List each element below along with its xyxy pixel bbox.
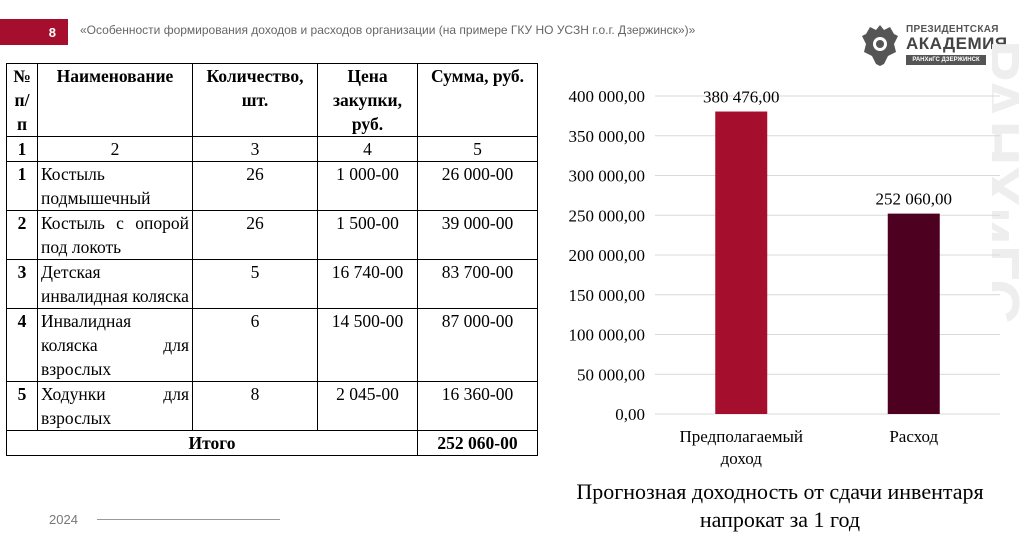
row-number: 3 (6, 259, 38, 309)
column-number-row: 1 2 3 4 5 (6, 136, 538, 162)
footer-divider (97, 519, 280, 520)
logo-line3: РАНХиГС ДЗЕРЖИНСК (906, 55, 986, 65)
table-row: 2 Костыль с опорой под локоть 26 1 500-0… (6, 210, 538, 260)
footer-year: 2024 (49, 512, 78, 527)
item-quantity: 26 (192, 210, 318, 260)
total-value: 252 060-00 (417, 430, 538, 456)
item-name: Инвалидная коляска для взрослых (37, 308, 193, 382)
decorative-watermark: РАНХиГС (992, 40, 1024, 325)
y-tick-label: 150 000,00 (569, 286, 646, 305)
column-number: 3 (192, 136, 318, 162)
logo-line1: ПРЕЗИДЕНТСКАЯ (906, 24, 999, 35)
row-number: 2 (6, 210, 38, 260)
item-sum: 39 000-00 (417, 210, 538, 260)
item-sum: 26 000-00 (417, 161, 538, 211)
item-sum: 87 000-00 (417, 308, 538, 382)
row-number: 5 (6, 381, 38, 431)
column-number: 5 (417, 136, 538, 162)
y-tick-label: 100 000,00 (569, 326, 646, 345)
y-tick-label: 300 000,00 (569, 167, 646, 186)
column-number: 4 (317, 136, 418, 162)
item-price: 16 740-00 (317, 259, 418, 309)
logo-line2: АКАДЕМИЯ (906, 34, 1008, 53)
table-row: 5 Ходунки для взрослых 8 2 045-00 16 360… (6, 381, 538, 431)
bar (715, 111, 768, 414)
category-label: Предполагаемый (680, 427, 804, 446)
table-row: 1 Костыль подмышечный 26 1 000-00 26 000… (6, 161, 538, 211)
item-name: Детская инвалидная коляска (37, 259, 193, 309)
item-sum: 83 700-00 (417, 259, 538, 309)
column-number: 1 (6, 136, 38, 162)
item-price: 1 000-00 (317, 161, 418, 211)
item-name: Костыль подмышечный (37, 161, 193, 211)
column-header: Сумма, руб. (417, 63, 538, 137)
items-table: № п/п Наименование Количество, шт. Цена … (6, 63, 538, 456)
data-label: 380 476,00 (703, 88, 780, 107)
column-header: № п/п (6, 63, 38, 137)
column-header: Цена закупки, руб. (317, 63, 418, 137)
y-tick-label: 400 000,00 (569, 87, 646, 106)
item-quantity: 5 (192, 259, 318, 309)
y-tick-label: 250 000,00 (569, 206, 646, 225)
slide-number: 8 (0, 19, 68, 45)
column-header: Наименование (37, 63, 193, 137)
bar (887, 213, 940, 414)
y-tick-label: 0,00 (615, 405, 645, 424)
item-price: 1 500-00 (317, 210, 418, 260)
table-row: 4 Инвалидная коляска для взрослых 6 14 5… (6, 308, 538, 382)
item-name: Костыль с опорой под локоть (37, 210, 193, 260)
total-row: Итого 252 060-00 (6, 430, 538, 456)
revenue-expense-bar-chart: 0,00 50 000,00 100 000,00 150 000,00 200 000… (569, 87, 1000, 468)
row-number: 1 (6, 161, 38, 211)
chart-caption: Прогнозная доходность от сдачи инвентаря… (576, 479, 984, 532)
row-number: 4 (6, 308, 38, 382)
column-number: 2 (37, 136, 193, 162)
category-label: Расход (889, 427, 938, 446)
category-label: доход (721, 449, 763, 468)
item-sum: 16 360-00 (417, 381, 538, 431)
item-name: Ходунки для взрослых (37, 381, 193, 431)
item-price: 2 045-00 (317, 381, 418, 431)
table-row: 3 Детская инвалидная коляска 5 16 740-00… (6, 259, 538, 309)
table-header-row: № п/п Наименование Количество, шт. Цена … (6, 63, 538, 137)
slide-header: 8 «Особенности формирования доходов и ра… (0, 0, 1024, 60)
y-tick-label: 350 000,00 (569, 127, 646, 146)
item-quantity: 8 (192, 381, 318, 431)
column-header: Количество, шт. (192, 63, 318, 137)
item-price: 14 500-00 (317, 308, 418, 382)
academy-logo: ПРЕЗИДЕНТСКАЯ АКАДЕМИЯ РАНХиГС ДЗЕРЖИНСК (860, 20, 1007, 72)
item-quantity: 26 (192, 161, 318, 211)
eagle-emblem-icon (862, 25, 898, 66)
data-label: 252 060,00 (876, 190, 953, 209)
y-tick-label: 50 000,00 (577, 365, 645, 384)
item-quantity: 6 (192, 308, 318, 382)
total-label: Итого (6, 430, 418, 456)
slide-title: «Особенности формирования доходов и расх… (80, 23, 696, 37)
y-tick-label: 200 000,00 (569, 246, 646, 265)
